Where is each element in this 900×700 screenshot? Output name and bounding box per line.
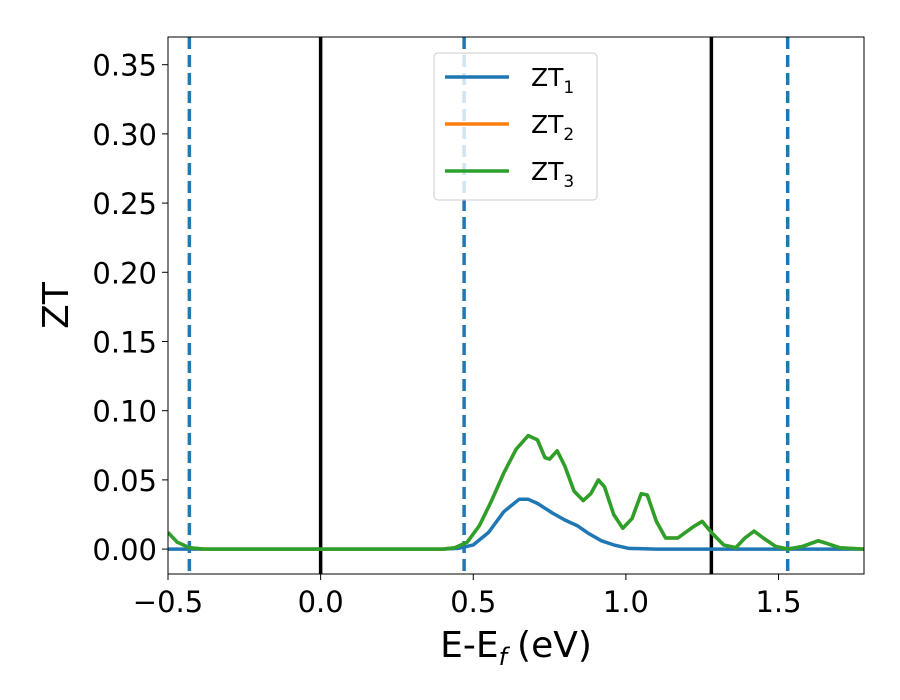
legend-label-zt2: ZT2 [531, 110, 574, 145]
y-tick-label: 0.05 [92, 464, 157, 498]
x-tick-label: 1.5 [755, 585, 801, 619]
x-axis-label-unit: (eV) [517, 625, 592, 666]
x-tick-label: 0.0 [298, 585, 344, 619]
legend-label-zt1: ZT1 [531, 63, 574, 98]
series-line-zt3 [168, 433, 864, 551]
y-tick-label: 0.30 [92, 118, 157, 152]
y-tick-label: 0.20 [92, 256, 157, 290]
legend-box [433, 52, 598, 201]
x-axis-label: E-Ef (eV) [440, 625, 592, 671]
plot-area-frame [167, 36, 865, 575]
x-tick-label: −0.5 [133, 585, 203, 619]
x-axis-label-subscript: f [499, 643, 511, 671]
y-tick-label: 0.25 [92, 187, 157, 221]
series-line-zt1 [168, 497, 864, 551]
y-tick-label: 0.15 [92, 325, 157, 359]
legend-items: ZT1 ZT2 ZT3 [445, 63, 574, 192]
legend: ZT1 ZT2 ZT3 [433, 52, 598, 201]
y-tick-label: 0.35 [92, 49, 157, 83]
series-lines [168, 433, 864, 551]
y-axis-ticks: 0.00 0.05 0.10 0.15 0.20 0.25 0.30 0.35 [92, 49, 168, 567]
y-axis-label: ZT [36, 281, 77, 329]
x-tick-label: 1.0 [603, 585, 649, 619]
x-axis-label-main: E-E [440, 625, 498, 666]
legend-label-zt3: ZT3 [531, 157, 574, 192]
y-tick-label: 0.10 [92, 395, 157, 429]
y-tick-label: 0.00 [92, 533, 157, 567]
x-axis-ticks: −0.5 0.0 0.5 1.0 1.5 [133, 574, 802, 619]
vertical-lines [187, 37, 790, 574]
x-tick-label: 0.5 [450, 585, 496, 619]
